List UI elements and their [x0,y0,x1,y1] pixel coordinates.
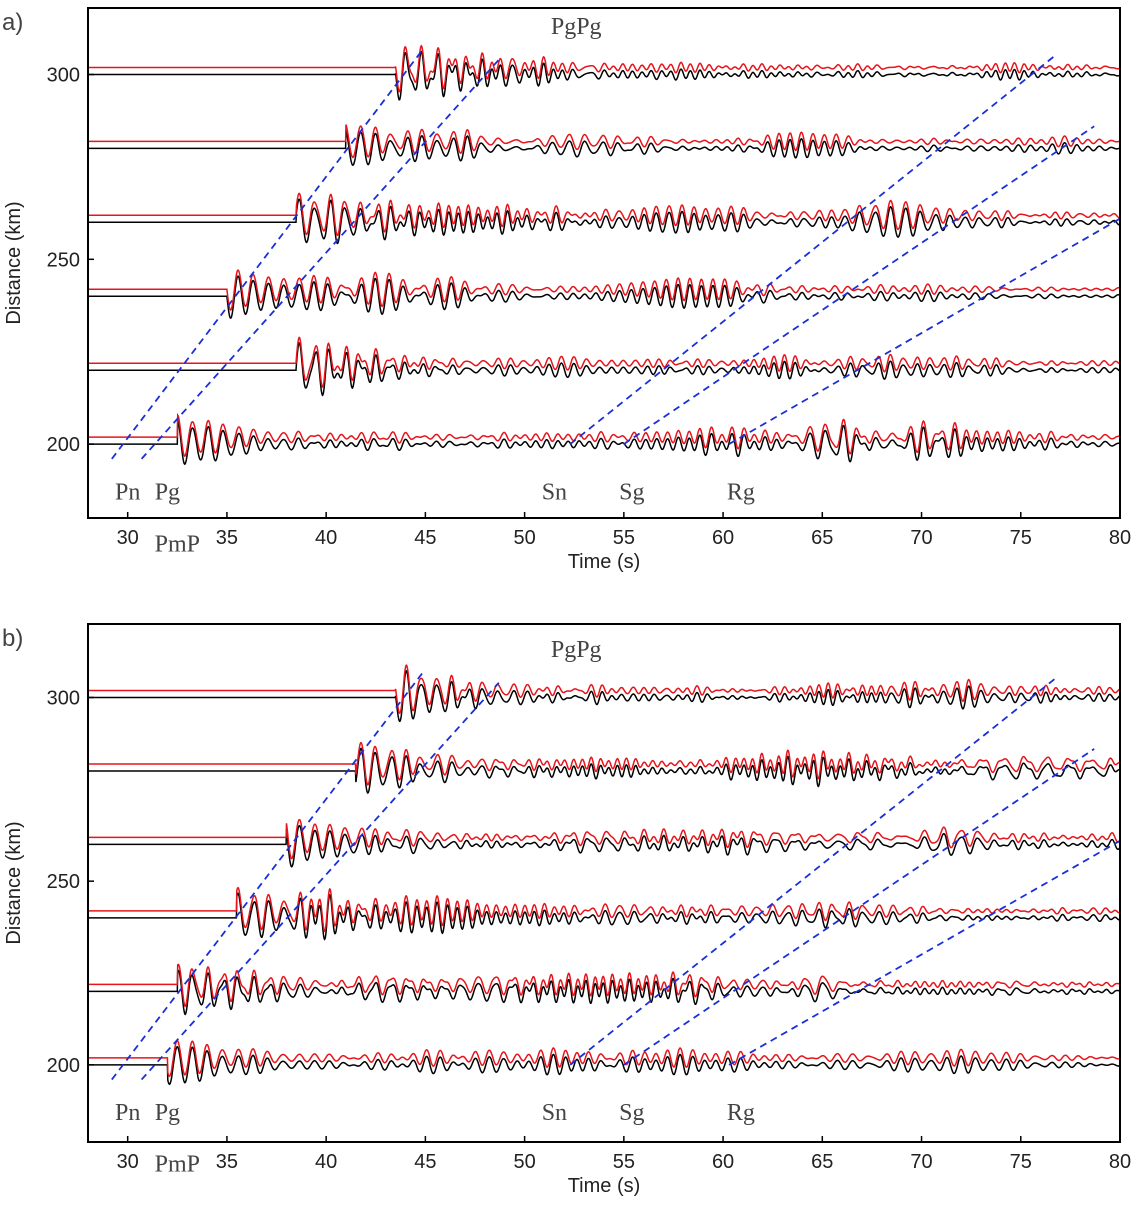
x-tick-label: 35 [216,527,238,549]
phase-line [111,48,425,460]
trace [88,336,1120,389]
x-tick-label: 70 [910,1151,932,1173]
trace [88,824,1120,868]
plot-frame [87,623,1121,1143]
y-axis-label: Distance (km) [3,201,25,324]
x-axis-label: Time (s) [568,551,641,573]
phase-label: PmP [155,1151,200,1177]
x-tick-label: 45 [414,1151,436,1173]
y-tick-label: 200 [47,1055,80,1077]
trace [88,747,1120,795]
phase-label: Sn [542,1100,567,1126]
plot-area [88,44,1120,466]
trace [88,412,1120,458]
trace [88,124,1120,159]
y-tick-label: 250 [47,871,80,893]
trace [88,818,1120,860]
phase-line [623,125,1095,445]
x-tick-label: 50 [513,1151,535,1173]
phase-label: Sn [542,480,567,506]
x-tick-label: 60 [712,527,734,549]
x-tick-label: 60 [712,1151,734,1173]
x-tick-label: 70 [910,527,932,549]
y-tick-label: 300 [47,65,80,87]
phase-label: Pg [155,1100,180,1126]
y-tick-label: 250 [47,249,80,271]
trace [88,664,1120,714]
trace [88,44,1120,93]
phase-label: Pn [115,1100,140,1126]
x-tick-label: 40 [315,527,337,549]
trace [88,50,1120,101]
x-tick-label: 55 [613,527,635,549]
x-tick-label: 75 [1010,1151,1032,1173]
panel-label: a) [2,9,23,36]
x-tick-label: 75 [1010,527,1032,549]
phase-line [623,748,1095,1066]
plot-frame [87,7,1121,519]
x-tick-label: 80 [1109,1151,1131,1173]
trace [88,1045,1120,1086]
phase-label: Rg [727,1100,755,1126]
plot-area [88,664,1120,1086]
trace [88,418,1120,466]
y-tick-label: 200 [47,434,80,456]
phase-line [728,839,1120,1066]
trace [88,969,1120,1016]
trace [88,130,1120,167]
phase-label: PgPg [551,14,602,40]
phase-label: Rg [727,480,755,506]
x-tick-label: 30 [117,1151,139,1173]
phase-label: Pn [115,480,140,506]
x-tick-label: 65 [811,1151,833,1173]
phase-line [140,682,500,1081]
phase-line [569,678,1056,1066]
trace [88,886,1120,933]
panel-label: b) [2,625,23,652]
phase-line [111,671,425,1081]
x-tick-label: 35 [216,1151,238,1173]
phase-label: Sg [619,1100,644,1126]
trace [88,741,1120,786]
phase-label: PmP [155,531,200,557]
phase-line [140,59,500,460]
trace [88,275,1120,319]
x-axis-label: Time (s) [568,1175,641,1197]
x-tick-label: 80 [1109,527,1131,549]
trace [88,963,1120,1008]
x-tick-label: 40 [315,1151,337,1173]
x-tick-label: 65 [811,527,833,549]
y-tick-label: 300 [47,687,80,709]
phase-label: Pg [155,480,180,506]
trace [88,269,1120,311]
phase-line [728,217,1120,445]
phase-label: Sg [619,480,644,506]
x-tick-label: 30 [117,527,139,549]
trace [88,1039,1120,1078]
x-tick-label: 55 [613,1151,635,1173]
x-tick-label: 45 [414,527,436,549]
x-tick-label: 50 [513,527,535,549]
y-axis-label: Distance (km) [3,821,25,944]
trace [88,341,1120,397]
trace [88,669,1120,723]
panel: b) Pn Pg PmP Sn Sg Rg PgPg 30 35 40 45 50 55 60 65 70 75 8… [2,623,1131,1197]
phase-line [569,55,1056,445]
trace [88,198,1120,245]
trace [88,892,1120,941]
phase-label: PgPg [551,637,602,663]
panel: a) Pn Pg PmP Sn Sg Rg PgPg 30 35 40 45 50 55 60 65 70 75 8… [2,7,1131,573]
trace [88,192,1120,237]
